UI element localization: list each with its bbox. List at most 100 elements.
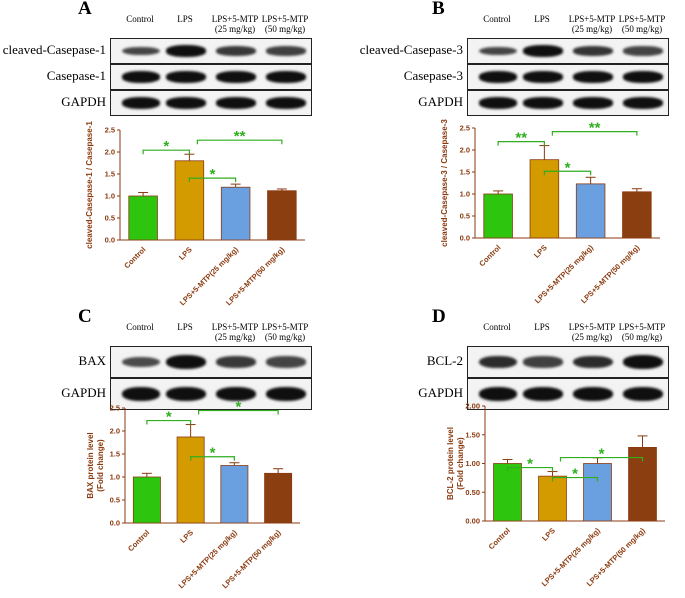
lane-label: LPS+5-MTP (50 mg/kg): [261, 322, 309, 342]
protein-band: [166, 97, 206, 109]
protein-band: [623, 387, 663, 401]
lane-label: Control: [483, 14, 511, 24]
y-tick-label: 1.0: [105, 192, 115, 201]
significance-bracket: [559, 456, 644, 462]
western-blot-casepase-1: [110, 64, 312, 90]
protein-band: [623, 97, 663, 109]
panel-c: C Control LPS LPS+5-MTP (25 mg/kg) LPS+5-MTP…: [0, 306, 340, 598]
protein-band: [479, 97, 517, 109]
protein-band: [523, 97, 563, 109]
protein-band: [523, 356, 563, 368]
protein-band: [216, 71, 256, 83]
protein-band: [479, 71, 517, 83]
significance-label: *: [527, 456, 533, 473]
y-axis-label: BCL-2 protein level(Fold change): [446, 427, 465, 500]
y-tick-label: 2.0: [460, 146, 470, 155]
significance-label: *: [235, 399, 241, 416]
significance-bracket: [551, 476, 599, 482]
y-tick-label: 0.50: [465, 488, 480, 497]
lane-label: LPS: [177, 322, 193, 332]
significance-label: *: [210, 166, 216, 183]
panel-letter: C: [78, 306, 92, 327]
significance-bracket: [196, 139, 283, 145]
x-tick-label: Control: [126, 528, 151, 553]
lane-label: LPS+5-MTP (50 mg/kg): [618, 322, 666, 342]
protein-band: [573, 46, 613, 56]
western-blot-bax: [110, 346, 312, 378]
panel-b: B Control LPS LPS+5-MTP (25 mg/kg) LPS+5-MTP…: [345, 0, 685, 305]
protein-band: [266, 387, 306, 401]
significance-label: *: [163, 138, 169, 155]
protein-band: [166, 387, 206, 401]
x-tick-label: LPS: [177, 245, 194, 262]
protein-band: [266, 71, 306, 83]
significance-bracket: [497, 141, 545, 146]
significance-label: **: [234, 128, 246, 145]
y-tick-label: 1.5: [460, 168, 470, 177]
protein-band: [573, 387, 613, 401]
y-tick-label: 0.0: [105, 236, 115, 245]
significance-label: **: [515, 130, 527, 147]
significance-bracket: [190, 456, 235, 461]
protein-band: [479, 355, 517, 369]
blot-row-label: GAPDH: [61, 385, 106, 400]
protein-band: [523, 71, 563, 83]
lane-label: LPS+5-MTP (50 mg/kg): [261, 14, 309, 34]
y-tick-label: 2.00: [465, 402, 480, 411]
blot-row-label: Casepase-1: [46, 68, 106, 83]
significance-bracket: [142, 149, 190, 155]
lane-label: Control: [483, 322, 511, 332]
significance-label: *: [166, 409, 172, 426]
x-tick-label: LPS: [178, 528, 195, 545]
protein-band: [523, 387, 563, 401]
protein-band: [216, 356, 256, 368]
lane-labels: Control LPS LPS+5-MTP (25 mg/kg) LPS+5-MTP …: [110, 322, 310, 346]
bar: [220, 186, 251, 241]
bar: [583, 463, 612, 522]
protein-band: [166, 355, 206, 369]
bar: [267, 190, 297, 241]
blot-row-label: cleaved-Casepase-3: [359, 42, 463, 57]
protein-band: [216, 97, 256, 109]
blot-row-label: Casepase-3: [403, 68, 463, 83]
western-blot-gapdh: [110, 378, 312, 410]
x-tick-label: Control: [487, 526, 512, 551]
protein-band: [216, 46, 256, 56]
y-tick-label: 0.00: [465, 517, 480, 526]
significance-label: *: [210, 445, 216, 462]
significance-bracket: [551, 131, 638, 136]
panel-letter: D: [432, 306, 446, 327]
y-axis-label: BAX protein level(Fold change): [86, 432, 105, 498]
bar: [220, 465, 249, 524]
lane-label: Control: [126, 322, 154, 332]
protein-band: [523, 45, 563, 57]
bar-chart: 0.0 0.5 1.0 1.5 2.0 2.5 BAX protein level(Fold…: [86, 399, 300, 590]
protein-band: [573, 71, 613, 83]
y-axis-label: cleaved-Casepase-1 / Casepase-1: [85, 121, 94, 249]
lane-label: LPS: [177, 14, 193, 24]
y-axis-label-line: BAX protein level: [86, 432, 95, 498]
protein-band: [266, 97, 306, 109]
y-tick-label: 0.5: [105, 214, 115, 223]
lane-label: LPS+5-MTP (25 mg/kg): [211, 322, 259, 342]
bar: [128, 195, 158, 241]
lane-label: Control: [126, 14, 154, 24]
y-tick-label: 1.50: [465, 430, 480, 439]
bar-chart: 0.0 0.5 1.0 1.5 2.0 2.5 cleaved-Casepase-3 / C…: [440, 119, 660, 305]
bar: [575, 183, 606, 239]
western-blot-cleaved-casepase-1: [110, 38, 312, 64]
panel-d: D Control LPS LPS+5-MTP (25 mg/kg) LPS+5-MTP…: [345, 306, 685, 598]
protein-band: [216, 387, 256, 401]
significance-bracket: [188, 177, 237, 183]
western-blot-casepase-3: [467, 64, 669, 90]
bar: [264, 472, 293, 524]
blot-row-label: GAPDH: [418, 94, 463, 109]
x-tick-label: Control: [122, 245, 147, 270]
lane-label: LPS+5-MTP (25 mg/kg): [568, 322, 616, 342]
protein-band: [479, 387, 517, 401]
blot-row-label: GAPDH: [418, 385, 463, 400]
y-tick-label: 1.5: [110, 450, 120, 459]
y-tick-label: 2.5: [460, 124, 470, 133]
blot-row-label: cleaved-Casepase-1: [2, 42, 106, 57]
y-tick-label: 0.5: [460, 212, 470, 221]
